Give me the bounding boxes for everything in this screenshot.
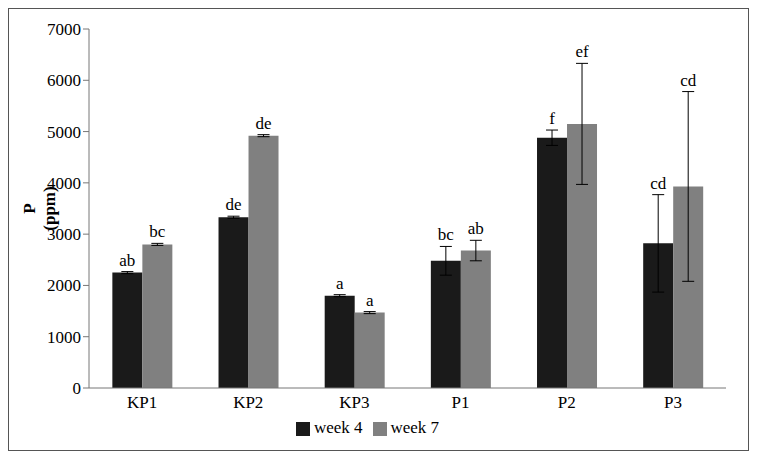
svg-text:KP1: KP1 [127, 393, 157, 412]
svg-text:KP3: KP3 [339, 393, 369, 412]
svg-text:(ppm): (ppm) [40, 186, 59, 230]
svg-text:f: f [549, 109, 555, 128]
svg-text:P2: P2 [558, 393, 576, 412]
svg-text:7000: 7000 [47, 20, 81, 39]
svg-text:4000: 4000 [47, 174, 81, 193]
svg-text:ab: ab [119, 251, 135, 270]
svg-text:P1: P1 [452, 393, 470, 412]
svg-text:0: 0 [73, 379, 82, 398]
svg-text:P3: P3 [664, 393, 682, 412]
svg-text:a: a [336, 274, 344, 293]
svg-text:bc: bc [149, 222, 166, 241]
svg-text:3000: 3000 [47, 225, 81, 244]
html-text:week 4: week 4 [313, 418, 363, 437]
svg-text:a: a [366, 291, 374, 310]
svg-text:ef: ef [575, 42, 589, 61]
svg-text:KP2: KP2 [233, 393, 263, 412]
svg-text:2000: 2000 [47, 276, 81, 295]
svg-text:5000: 5000 [47, 123, 81, 142]
svg-text:de: de [225, 195, 241, 214]
svg-text:de: de [255, 114, 271, 133]
svg-text:1000: 1000 [47, 328, 81, 347]
svg-text:bc: bc [438, 225, 455, 244]
svg-text:ab: ab [468, 219, 484, 238]
svg-text:cd: cd [650, 174, 667, 193]
svg-text:6000: 6000 [47, 71, 81, 90]
svg-text:cd: cd [680, 71, 697, 90]
svg-text:P: P [20, 203, 39, 213]
html-text:week 7: week 7 [390, 418, 440, 437]
